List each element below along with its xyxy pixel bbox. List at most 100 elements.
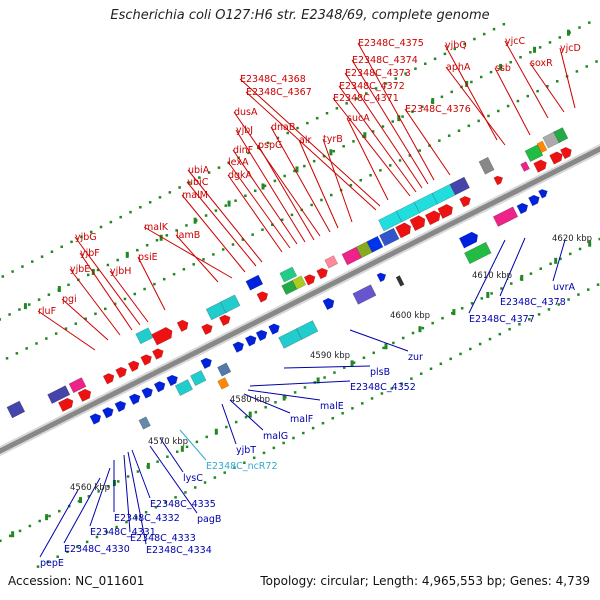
- ring-dot: [133, 292, 137, 296]
- gene-arrow: [58, 397, 74, 412]
- ring-dot: [578, 26, 581, 29]
- leader-line: [221, 403, 237, 445]
- ring-dot: [352, 361, 356, 364]
- leader-line: [181, 194, 246, 273]
- gene-arrow: [516, 202, 529, 215]
- leader-line: [247, 389, 321, 401]
- gene-label-ssb: ssb: [495, 63, 511, 74]
- ring-dot: [315, 116, 319, 120]
- kbp-tick-label: 4600 kbp: [390, 311, 430, 321]
- ring-tick: [23, 303, 27, 310]
- gene-label-dnab: dnaB: [271, 122, 295, 133]
- ring-dot: [370, 397, 374, 400]
- gene-arrow: [376, 272, 387, 283]
- ring-dot: [233, 466, 236, 469]
- leader-line: [270, 126, 331, 233]
- ring-dot: [401, 336, 405, 340]
- kbp-tick-label: 4570 kbp: [148, 437, 188, 447]
- gene-label-soxr: soxR: [530, 58, 553, 69]
- leader-line: [233, 111, 321, 237]
- leader-line: [499, 237, 526, 297]
- gene-arrow: [176, 319, 189, 333]
- ring-dot: [519, 55, 522, 59]
- leader-line: [245, 91, 377, 211]
- ring-dot: [595, 60, 598, 63]
- ring-tick: [248, 411, 252, 418]
- ring-dot: [129, 210, 132, 214]
- ring-dot: [330, 193, 333, 197]
- ring-dot: [21, 265, 24, 268]
- gene-label-alr: alr: [299, 135, 311, 146]
- ring-dot: [489, 70, 493, 74]
- ring-dot: [538, 46, 542, 49]
- feature-tracks: [6, 127, 572, 430]
- kbp-tick-label: 4610 kbp: [472, 271, 512, 281]
- kbp-tick-label: 4590 kbp: [310, 351, 350, 361]
- ring-dot: [80, 235, 83, 239]
- ring-dot: [362, 356, 366, 360]
- ring-tick: [363, 132, 367, 139]
- ring-dot: [165, 234, 169, 237]
- ring-dot: [516, 99, 520, 103]
- ring-tick: [45, 514, 49, 521]
- ring-dot: [175, 450, 179, 454]
- ring-dot: [408, 154, 412, 157]
- gene-label-ubic: ubiC: [187, 177, 209, 188]
- ring-dot: [158, 196, 162, 199]
- ring-dot: [15, 352, 19, 355]
- ring-dot: [192, 263, 195, 266]
- leader-line: [351, 59, 429, 185]
- gene-label-tyrb: tyrB: [323, 134, 343, 145]
- ring-dot: [95, 535, 99, 539]
- ring-dot: [48, 514, 51, 518]
- gene-block: [352, 284, 377, 305]
- ring-dot: [234, 199, 237, 202]
- ring-dot: [479, 75, 483, 79]
- gene-label-lexa: lexA: [228, 157, 249, 168]
- ring-dot: [135, 515, 138, 519]
- ring-dot: [450, 90, 453, 94]
- gene-label-e2348c-4352: E2348C_4352: [350, 382, 416, 393]
- leader-line: [239, 78, 381, 207]
- gene-arrow: [560, 146, 572, 160]
- ring-dot: [46, 560, 50, 563]
- backbone-line: [0, 146, 600, 454]
- ring-dot: [451, 311, 454, 315]
- ring-dot: [411, 110, 414, 113]
- leader-line: [175, 234, 219, 283]
- ring-dot: [559, 257, 562, 261]
- ring-dot: [8, 534, 12, 538]
- ring-dot: [264, 405, 267, 409]
- ring-dot: [77, 499, 81, 503]
- ring-dot: [381, 125, 385, 128]
- gene-label-yjcd: yjcD: [560, 43, 581, 54]
- gene-arrow: [141, 387, 153, 399]
- gene-arrow: [549, 151, 563, 165]
- ring-tick: [588, 240, 592, 247]
- gene-block: [478, 156, 495, 175]
- ring-dot: [293, 391, 297, 394]
- ring-dot: [431, 321, 434, 325]
- ring-dot: [372, 351, 375, 355]
- ring-dot: [453, 47, 456, 51]
- ring-tick: [566, 29, 570, 36]
- ring-dot: [274, 401, 277, 404]
- ring-dot: [116, 258, 119, 262]
- ring-dot: [11, 270, 14, 273]
- ring-dot: [117, 480, 120, 483]
- ring-dot: [312, 159, 316, 163]
- gene-arrow: [128, 393, 141, 405]
- ring-dot: [391, 120, 395, 123]
- gene-label-e2348c-4367: E2348C_4367: [246, 87, 312, 98]
- ring-dot: [460, 307, 464, 310]
- gene-arrow: [152, 348, 164, 360]
- leader-line: [37, 310, 96, 351]
- ring-dot: [99, 225, 103, 229]
- ring-dot: [286, 131, 289, 135]
- ring-dot: [0, 318, 2, 321]
- gene-label-yjbq: yjbQ: [445, 40, 467, 51]
- ring-dot: [282, 441, 285, 445]
- ring-dot: [223, 471, 226, 474]
- ring-dot: [401, 115, 404, 118]
- ring-dot: [106, 263, 110, 267]
